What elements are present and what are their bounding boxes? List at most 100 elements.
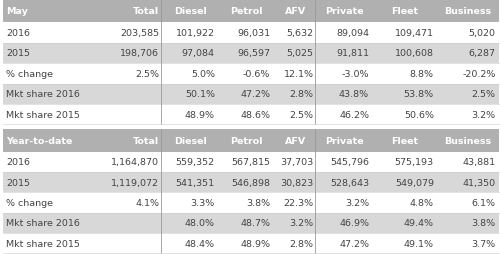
Text: 46.9%: 46.9% <box>339 218 369 228</box>
Text: Private: Private <box>326 7 364 16</box>
Text: 48.4%: 48.4% <box>185 239 215 248</box>
Text: % change: % change <box>6 70 53 78</box>
Text: 5,025: 5,025 <box>286 49 314 58</box>
Bar <box>2 84 499 104</box>
Text: 2.8%: 2.8% <box>290 239 314 248</box>
Text: 5,632: 5,632 <box>286 29 314 38</box>
Text: 96,031: 96,031 <box>238 29 270 38</box>
Text: 5.0%: 5.0% <box>191 70 215 78</box>
Text: 97,084: 97,084 <box>182 49 215 58</box>
Text: 4.1%: 4.1% <box>136 198 160 207</box>
Text: 2015: 2015 <box>6 178 30 187</box>
Text: 53.8%: 53.8% <box>404 90 434 99</box>
Bar <box>2 193 499 213</box>
Text: Mkt share 2016: Mkt share 2016 <box>6 218 80 228</box>
Text: 50.1%: 50.1% <box>185 90 215 99</box>
Text: Mkt share 2015: Mkt share 2015 <box>6 239 80 248</box>
Text: 37,703: 37,703 <box>280 158 314 167</box>
Text: 43.8%: 43.8% <box>339 90 369 99</box>
Text: 3.7%: 3.7% <box>472 239 496 248</box>
Bar <box>2 64 499 84</box>
Bar <box>2 1 499 23</box>
Text: AFV: AFV <box>285 136 306 145</box>
Text: 1,119,072: 1,119,072 <box>112 178 160 187</box>
Text: 549,079: 549,079 <box>395 178 434 187</box>
Text: 2015: 2015 <box>6 49 30 58</box>
Text: Mkt share 2016: Mkt share 2016 <box>6 90 80 99</box>
Text: 41,350: 41,350 <box>462 178 496 187</box>
Text: Petrol: Petrol <box>230 7 262 16</box>
Text: 30,823: 30,823 <box>280 178 314 187</box>
Text: 4.8%: 4.8% <box>410 198 434 207</box>
Text: AFV: AFV <box>285 7 306 16</box>
Text: 2.8%: 2.8% <box>290 90 314 99</box>
Text: Petrol: Petrol <box>230 136 262 145</box>
Text: 528,643: 528,643 <box>330 178 369 187</box>
Text: 2.5%: 2.5% <box>136 70 160 78</box>
Text: 43,881: 43,881 <box>462 158 496 167</box>
Text: 559,352: 559,352 <box>176 158 215 167</box>
Text: 49.4%: 49.4% <box>404 218 434 228</box>
Text: 575,193: 575,193 <box>394 158 434 167</box>
Text: 50.6%: 50.6% <box>404 110 434 119</box>
Bar <box>2 44 499 64</box>
Text: Fleet: Fleet <box>392 136 418 145</box>
Text: -0.6%: -0.6% <box>243 70 270 78</box>
Text: 2.5%: 2.5% <box>290 110 314 119</box>
Text: Total: Total <box>133 7 160 16</box>
Text: Business: Business <box>444 7 492 16</box>
Text: 48.9%: 48.9% <box>185 110 215 119</box>
Text: 12.1%: 12.1% <box>284 70 314 78</box>
Text: 5,020: 5,020 <box>468 29 495 38</box>
Text: 100,608: 100,608 <box>395 49 434 58</box>
Text: May: May <box>6 7 28 16</box>
Text: Diesel: Diesel <box>174 136 207 145</box>
Text: 101,922: 101,922 <box>176 29 215 38</box>
Text: Fleet: Fleet <box>392 7 418 16</box>
Text: 47.2%: 47.2% <box>339 239 369 248</box>
Text: Private: Private <box>326 136 364 145</box>
Text: 48.6%: 48.6% <box>240 110 270 119</box>
Text: 48.0%: 48.0% <box>185 218 215 228</box>
Text: 46.2%: 46.2% <box>339 110 369 119</box>
Text: 3.2%: 3.2% <box>472 110 496 119</box>
Text: Diesel: Diesel <box>174 7 207 16</box>
Text: 6.1%: 6.1% <box>472 198 496 207</box>
Text: 2016: 2016 <box>6 158 30 167</box>
Text: 8.8%: 8.8% <box>410 70 434 78</box>
Text: 3.8%: 3.8% <box>246 198 270 207</box>
Text: 48.7%: 48.7% <box>240 218 270 228</box>
Text: 3.2%: 3.2% <box>290 218 314 228</box>
Text: 22.3%: 22.3% <box>284 198 314 207</box>
Text: 47.2%: 47.2% <box>240 90 270 99</box>
Bar <box>2 129 499 152</box>
Text: 48.9%: 48.9% <box>240 239 270 248</box>
Text: 545,796: 545,796 <box>330 158 369 167</box>
Text: -3.0%: -3.0% <box>342 70 369 78</box>
Text: 89,094: 89,094 <box>336 29 369 38</box>
Text: Total: Total <box>133 136 160 145</box>
Text: 6,287: 6,287 <box>468 49 495 58</box>
Bar <box>2 172 499 193</box>
Text: 2.5%: 2.5% <box>472 90 496 99</box>
Text: 3.2%: 3.2% <box>345 198 369 207</box>
Text: 109,471: 109,471 <box>395 29 434 38</box>
Text: Year-to-date: Year-to-date <box>6 136 72 145</box>
Text: 91,811: 91,811 <box>336 49 369 58</box>
Text: 3.8%: 3.8% <box>472 218 496 228</box>
Text: 96,597: 96,597 <box>238 49 270 58</box>
Bar <box>2 152 499 172</box>
Text: 3.3%: 3.3% <box>190 198 215 207</box>
Bar <box>2 104 499 125</box>
Text: Business: Business <box>444 136 492 145</box>
Text: 1,164,870: 1,164,870 <box>112 158 160 167</box>
Text: 546,898: 546,898 <box>232 178 270 187</box>
Text: 2016: 2016 <box>6 29 30 38</box>
Text: 567,815: 567,815 <box>232 158 270 167</box>
Text: -20.2%: -20.2% <box>462 70 496 78</box>
Bar <box>2 23 499 44</box>
Text: Mkt share 2015: Mkt share 2015 <box>6 110 80 119</box>
Bar <box>2 233 499 253</box>
Text: % change: % change <box>6 198 53 207</box>
Text: 203,585: 203,585 <box>120 29 160 38</box>
